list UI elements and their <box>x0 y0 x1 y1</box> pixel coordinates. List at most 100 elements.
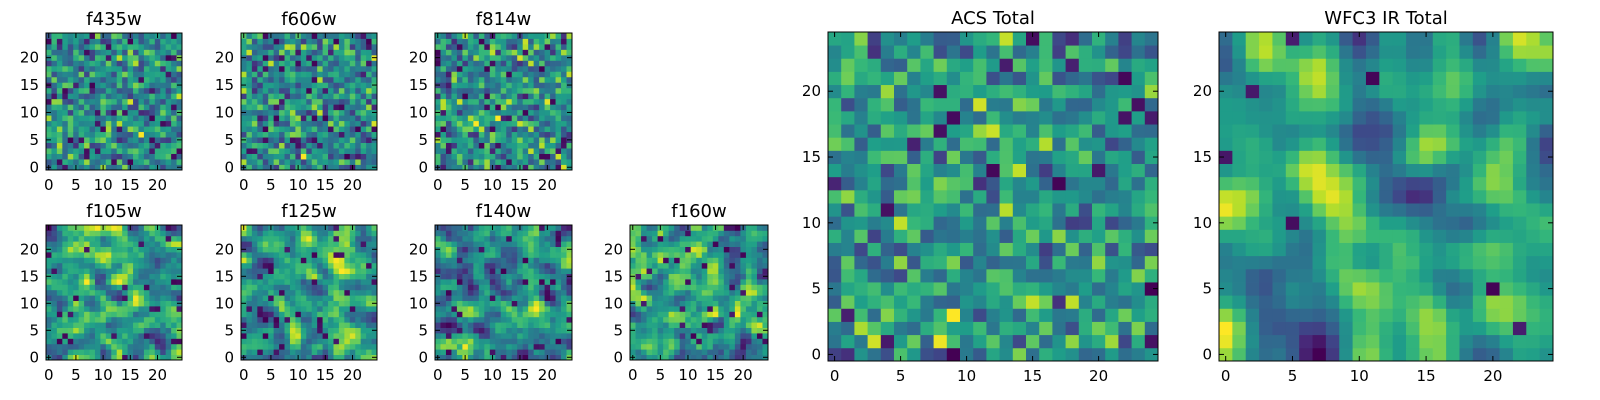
heatmap-cell <box>484 327 491 334</box>
heatmap-cell <box>544 38 551 45</box>
heatmap-cell <box>165 54 172 61</box>
heatmap-cell <box>300 333 307 339</box>
heatmap-cell <box>322 82 329 89</box>
heatmap-cell <box>344 300 351 307</box>
heatmap-cell <box>100 131 107 138</box>
heatmap-cell <box>999 229 1014 243</box>
heatmap-cell <box>668 327 675 334</box>
heatmap-cell <box>138 295 145 301</box>
heatmap-cell <box>143 262 150 269</box>
heatmap-cell <box>696 295 703 301</box>
heatmap-cell <box>105 230 112 237</box>
heatmap-cell <box>652 279 658 285</box>
heatmap-cell <box>322 295 329 301</box>
heatmap-cell <box>907 229 921 243</box>
heatmap-cell <box>718 300 725 307</box>
heatmap-cell <box>506 354 513 361</box>
heatmap-cell <box>257 159 264 165</box>
heatmap-cell <box>462 284 469 291</box>
heatmap-cell <box>685 300 692 307</box>
heatmap-cell <box>539 115 545 122</box>
heatmap-cell <box>67 76 74 83</box>
heatmap-cell <box>89 316 96 323</box>
heatmap-cell <box>149 76 156 83</box>
heatmap-cell <box>160 131 167 138</box>
heatmap-cell <box>445 295 452 301</box>
heatmap-cell <box>160 343 167 350</box>
heatmap-cell <box>344 126 351 133</box>
heatmap-cell <box>56 54 63 61</box>
heatmap-cell <box>279 120 285 127</box>
heatmap-cell <box>165 38 172 45</box>
heatmap-cell <box>630 289 636 296</box>
heatmap-cell <box>311 322 318 328</box>
heatmap-cell <box>116 322 123 328</box>
heatmap-cell <box>111 338 118 345</box>
heatmap-cell <box>338 87 345 94</box>
heatmap-cell <box>511 109 518 116</box>
heatmap-cell <box>122 289 128 296</box>
heatmap-cell <box>657 289 664 296</box>
heatmap-cell <box>920 255 934 270</box>
heatmap-cell <box>933 150 948 164</box>
heatmap-cell <box>946 176 961 191</box>
heatmap-cell <box>506 306 513 312</box>
heatmap-cell <box>262 38 269 45</box>
x-tick-label: 10 <box>289 366 308 384</box>
heatmap-cell <box>122 354 128 361</box>
heatmap-cell <box>171 306 177 312</box>
heatmap-cell <box>295 343 302 350</box>
heatmap-cell <box>306 257 313 264</box>
heatmap-cell <box>712 279 719 285</box>
heatmap-cell <box>1118 308 1132 322</box>
heatmap-cell <box>251 71 258 78</box>
heatmap-cell <box>484 82 491 89</box>
heatmap-cell <box>533 295 540 301</box>
heatmap-cell <box>306 338 313 345</box>
heatmap-cell <box>355 126 362 133</box>
heatmap-cell <box>371 49 378 56</box>
heatmap-cell <box>679 241 686 247</box>
heatmap-cell <box>176 87 183 94</box>
heatmap-cell <box>495 306 502 312</box>
heatmap-cell <box>451 109 458 116</box>
heatmap-cell <box>1131 334 1146 349</box>
heatmap-cell <box>94 38 101 45</box>
heatmap-cell <box>1144 295 1159 309</box>
heatmap-cell <box>246 284 253 291</box>
heatmap-cell <box>300 164 307 171</box>
heatmap-cell <box>668 354 675 361</box>
heatmap-cell <box>133 333 139 339</box>
heatmap-cell <box>907 347 921 362</box>
heatmap-cell <box>133 104 139 111</box>
y-tick-label: 0 <box>224 348 234 366</box>
heatmap-cell <box>138 60 145 67</box>
heatmap-cell <box>306 316 313 323</box>
heatmap-cell <box>268 311 275 318</box>
heatmap-cell <box>257 137 264 143</box>
heatmap-cell <box>484 311 491 318</box>
heatmap-cell <box>440 235 447 242</box>
heatmap-cell <box>51 279 58 285</box>
heatmap-cell <box>522 87 529 94</box>
heatmap-cell <box>273 159 280 165</box>
heatmap-cell <box>528 131 535 138</box>
heatmap-cell <box>51 104 58 111</box>
heatmap-cell <box>435 76 441 83</box>
heatmap-cell <box>279 262 285 269</box>
heatmap-cell <box>999 334 1014 349</box>
heatmap-cell <box>701 241 708 247</box>
heatmap-cell <box>533 246 540 253</box>
heatmap-cell <box>723 252 730 258</box>
heatmap-cell <box>1144 203 1159 217</box>
heatmap-cell <box>262 354 269 361</box>
heatmap-cell <box>561 38 567 45</box>
heatmap-cell <box>550 230 556 237</box>
heatmap-cell <box>289 109 296 116</box>
heatmap-cell <box>641 241 647 247</box>
heatmap-cell <box>67 33 74 39</box>
heatmap-cell <box>333 343 340 350</box>
heatmap-cell <box>100 257 107 264</box>
heatmap-cell <box>89 241 96 247</box>
heatmap-cell <box>371 235 378 242</box>
